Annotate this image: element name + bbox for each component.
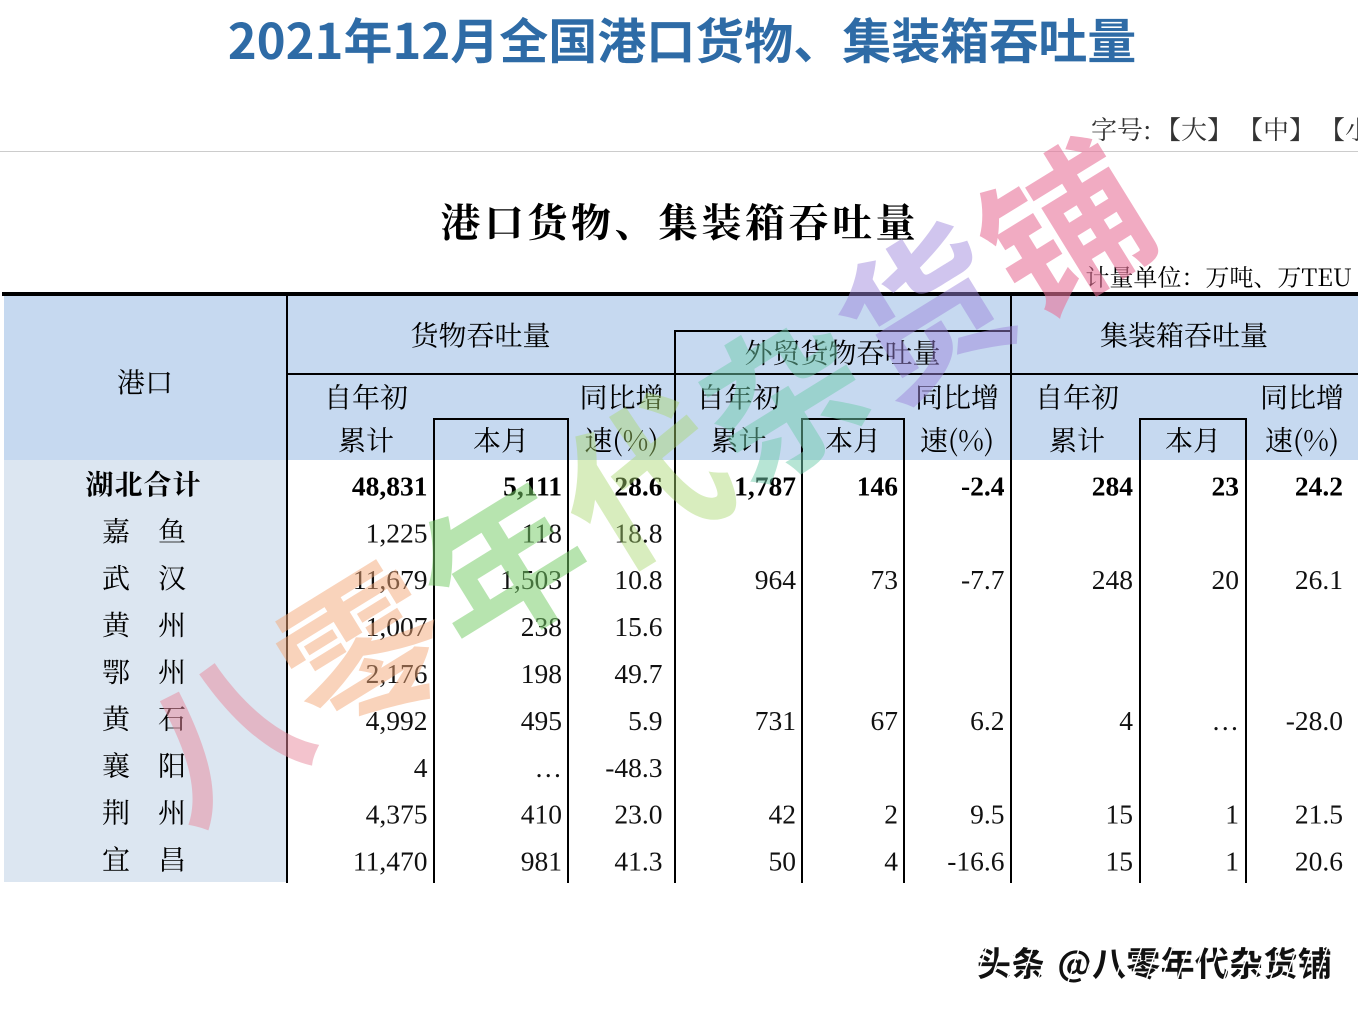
svg-text:4: 4 bbox=[1119, 705, 1133, 736]
svg-text:42: 42 bbox=[769, 799, 797, 830]
svg-text:284: 284 bbox=[1092, 470, 1134, 501]
svg-text:198: 198 bbox=[521, 658, 562, 689]
svg-text:41.3: 41.3 bbox=[614, 846, 662, 877]
svg-text:67: 67 bbox=[871, 705, 899, 736]
svg-text:50: 50 bbox=[769, 846, 797, 877]
svg-text:6.2: 6.2 bbox=[970, 705, 1004, 736]
svg-text:981: 981 bbox=[521, 846, 562, 877]
svg-text:23.0: 23.0 bbox=[614, 799, 662, 830]
svg-text:5.9: 5.9 bbox=[628, 705, 662, 736]
svg-text:21.5: 21.5 bbox=[1295, 799, 1343, 830]
svg-text:49.7: 49.7 bbox=[614, 658, 662, 689]
svg-text:-7.7: -7.7 bbox=[961, 564, 1005, 595]
svg-text:11,470: 11,470 bbox=[353, 846, 428, 877]
svg-text:248: 248 bbox=[1092, 564, 1133, 595]
svg-text:1: 1 bbox=[1225, 846, 1239, 877]
svg-text:-28.0: -28.0 bbox=[1286, 705, 1343, 736]
svg-text:20.6: 20.6 bbox=[1295, 846, 1343, 877]
svg-text:26.1: 26.1 bbox=[1295, 564, 1343, 595]
svg-text:73: 73 bbox=[871, 564, 899, 595]
svg-text:15: 15 bbox=[1106, 799, 1134, 830]
svg-text:24.2: 24.2 bbox=[1295, 470, 1343, 501]
svg-text:-16.6: -16.6 bbox=[947, 846, 1004, 877]
svg-text:48,831: 48,831 bbox=[352, 470, 428, 501]
svg-text:410: 410 bbox=[521, 799, 562, 830]
svg-text:…: … bbox=[1212, 705, 1240, 736]
svg-text:9.5: 9.5 bbox=[970, 799, 1004, 830]
svg-text:4: 4 bbox=[884, 846, 898, 877]
svg-text:20: 20 bbox=[1212, 564, 1240, 595]
svg-text:15: 15 bbox=[1106, 846, 1134, 877]
svg-text:15.6: 15.6 bbox=[614, 611, 662, 642]
svg-text:1,225: 1,225 bbox=[366, 517, 428, 548]
svg-text:964: 964 bbox=[755, 564, 797, 595]
svg-text:-48.3: -48.3 bbox=[605, 752, 662, 783]
svg-text:146: 146 bbox=[857, 470, 898, 501]
svg-text:4: 4 bbox=[414, 752, 428, 783]
svg-text:-2.4: -2.4 bbox=[961, 470, 1005, 501]
svg-text:495: 495 bbox=[521, 705, 562, 736]
svg-text:4,375: 4,375 bbox=[366, 799, 428, 830]
svg-text:…: … bbox=[535, 752, 563, 783]
svg-text:2: 2 bbox=[884, 799, 898, 830]
svg-text:731: 731 bbox=[755, 705, 796, 736]
svg-text:1: 1 bbox=[1225, 799, 1239, 830]
svg-text:23: 23 bbox=[1212, 470, 1240, 501]
